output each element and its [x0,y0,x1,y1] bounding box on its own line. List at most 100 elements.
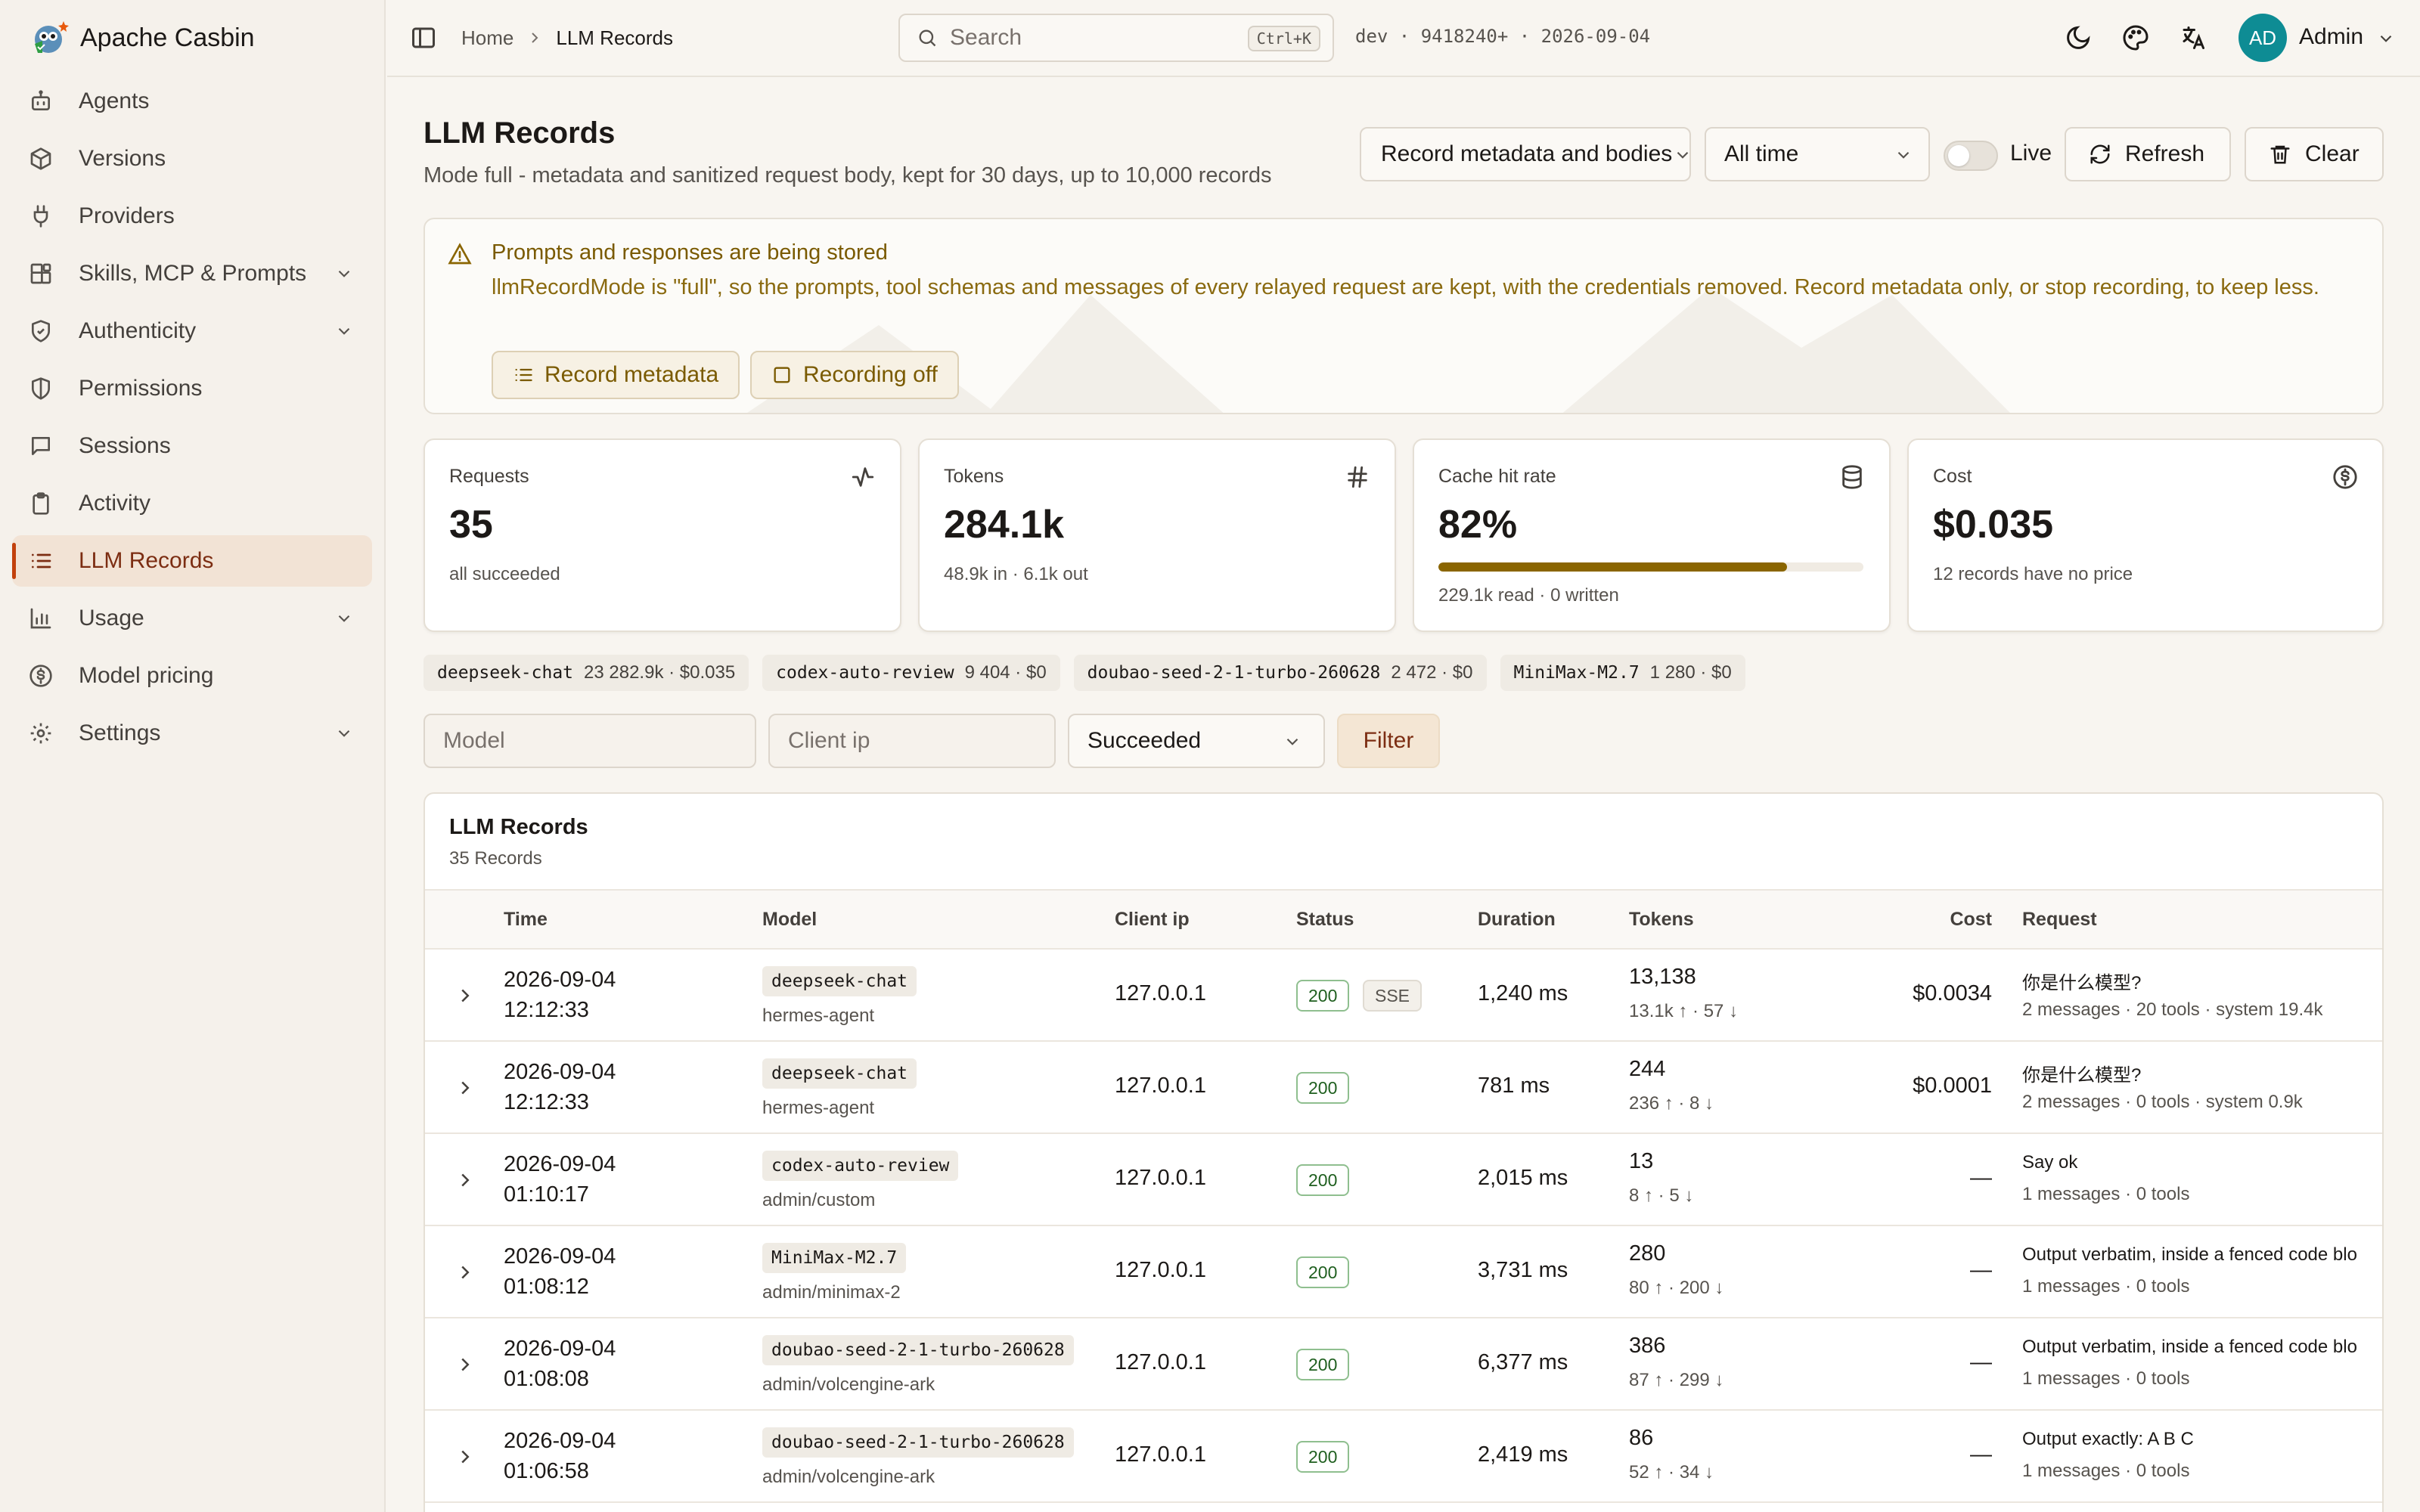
sidebar-item-permissions[interactable]: Permissions [12,363,372,414]
sidebar-item-agents[interactable]: Agents [12,76,372,127]
sidebar-item-sessions[interactable]: Sessions [12,420,372,472]
row-date: 2026-09-04 [504,968,616,992]
column-header-request[interactable]: Request [2022,909,2097,930]
table-row[interactable]: 2026-09-04 12:12:33 deepseek-chat hermes-… [425,950,2382,1042]
chevron-right-icon[interactable] [454,1261,476,1284]
stat-card-cache-hit-rate: Cache hit rate 82% 229.1k read · 0 writt… [1413,438,1891,632]
chevron-right-icon[interactable] [454,1077,476,1099]
status-badge: 200 [1296,1349,1350,1380]
row-model: codex-auto-review [762,1151,959,1181]
chevron-down-icon[interactable] [2376,29,2396,48]
sidebar-item-authenticity[interactable]: Authenticity [12,305,372,357]
status-filter-select[interactable]: Succeeded [1068,714,1325,768]
record-metadata-button[interactable]: Record metadata [492,351,740,399]
row-client-ip: 127.0.0.1 [1115,1350,1206,1374]
column-header-client-ip[interactable]: Client ip [1115,909,1190,930]
row-request-detail: 2 messages · 20 tools · system 19.4k [2022,999,2323,1020]
stat-value: $0.035 [1933,503,2054,547]
row-duration: 1,240 ms [1478,981,1568,1005]
row-tokens: 86 [1629,1426,1654,1450]
column-header-time[interactable]: Time [504,909,548,930]
row-clock: 01:08:08 [504,1367,589,1391]
row-request-detail: 1 messages · 0 tools [2022,1461,2190,1481]
client-ip-filter-input[interactable]: Client ip [768,714,1056,768]
stat-value: 284.1k [944,503,1065,547]
row-date: 2026-09-04 [504,1337,616,1361]
filter-button[interactable]: Filter [1337,714,1440,768]
chevron-right-icon[interactable] [454,984,476,1007]
stat-card-tokens: Tokens 284.1k 48.9k in · 6.1k out [918,438,1396,632]
row-request: Output verbatim, inside a fenced code bl… [2022,1337,2357,1357]
sidebar-item-model-pricing[interactable]: Model pricing [12,650,372,702]
column-header-tokens[interactable]: Tokens [1629,909,1694,930]
sidebar-item-versions[interactable]: Versions [12,133,372,184]
search-placeholder: Search [950,25,1022,50]
table-row[interactable]: 2026-09-04 01:08:12 MiniMax-M2.7 admin/mi… [425,1226,2382,1318]
sidebar-item-activity[interactable]: Activity [12,478,372,529]
row-clock: 01:06:58 [504,1459,589,1483]
table-row[interactable]: 2026-09-04 01:08:08 doubao-seed-2-1-turbo… [425,1318,2382,1411]
table-row[interactable]: 2026-09-04 01:06:58 doubao-seed-2-1-turbo… [425,1411,2382,1503]
sidebar-item-skills[interactable]: Skills, MCP & Prompts [12,248,372,299]
user-name[interactable]: Admin [2299,24,2364,49]
sidebar-item-usage[interactable]: Usage [12,593,372,644]
live-label: Live [2010,141,2052,166]
sidebar-toggle-icon[interactable] [410,24,437,51]
row-request-detail: 1 messages · 0 tools [2022,1368,2190,1389]
table-count: 35 Records [449,848,542,869]
translate-icon[interactable] [2180,24,2207,51]
row-request-detail: 1 messages · 0 tools [2022,1184,2190,1204]
chevron-right-icon[interactable] [454,1445,476,1468]
record-mode-select[interactable]: Record metadata and bodies [1360,127,1691,181]
live-toggle[interactable] [1944,141,1998,171]
breadcrumb-home[interactable]: Home [461,26,514,49]
row-agent: admin/custom [762,1190,876,1210]
model-chip[interactable]: doubao-seed-2-1-turbo-260628 2 472 · $0 [1073,655,1487,691]
column-header-cost[interactable]: Cost [1950,909,1992,930]
sidebar-item-label: Settings [79,720,161,745]
breadcrumb-current: LLM Records [556,26,673,49]
row-request-detail: 1 messages · 0 tools [2022,1276,2190,1297]
time-range-select[interactable]: All time [1705,127,1930,181]
row-model: doubao-seed-2-1-turbo-260628 [762,1335,1074,1365]
chevron-right-icon[interactable] [454,1353,476,1376]
page-title: LLM Records [424,116,616,150]
model-filter-input[interactable]: Model [424,714,756,768]
row-tokens-detail: 13.1k ↑ · 57 ↓ [1629,1001,1739,1021]
model-chip[interactable]: MiniMax-M2.7 1 280 · $0 [1500,655,1745,691]
chevron-right-icon[interactable] [454,1169,476,1191]
chevron-down-icon [1286,738,1298,745]
recording-off-button[interactable]: Recording off [750,351,959,399]
search-input[interactable]: Search Ctrl+K [898,14,1334,62]
sidebar-item-settings[interactable]: Settings [12,708,372,759]
palette-icon[interactable] [2122,24,2149,51]
column-header-duration[interactable]: Duration [1478,909,1556,930]
table-row[interactable]: 2026-09-04 01:10:17 codex-auto-review adm… [425,1134,2382,1226]
sidebar-item-llm-records[interactable]: LLM Records [12,535,372,587]
stat-sub: 229.1k read · 0 written [1438,585,1619,606]
stat-sub: 12 records have no price [1933,564,2133,584]
sidebar: Apache Casbin Agents Versions Providers … [0,0,386,1512]
sidebar-item-label: Permissions [79,376,203,401]
storage-warning-alert: Prompts and responses are being stored l… [424,218,2384,414]
row-tokens-detail: 80 ↑ · 200 ↓ [1629,1278,1724,1298]
row-agent: admin/volcengine-ark [762,1467,935,1487]
moon-icon[interactable] [2065,24,2092,51]
column-header-model[interactable]: Model [762,909,818,930]
avatar[interactable]: AD [2238,14,2287,62]
alert-body: llmRecordMode is "full", so the prompts,… [492,275,2319,299]
time-range-value: All time [1724,141,1799,166]
column-header-status[interactable]: Status [1296,909,1354,930]
model-chip[interactable]: codex-auto-review 9 404 · $0 [762,655,1060,691]
status-badge: 200 [1296,980,1350,1012]
shield-half-icon [27,375,54,402]
refresh-button[interactable]: Refresh [2065,127,2231,181]
brand[interactable]: Apache Casbin [0,0,384,76]
clear-button[interactable]: Clear [2245,127,2384,181]
sidebar-item-providers[interactable]: Providers [12,191,372,242]
model-summary-chips: deepseek-chat 23 282.9k · $0.035 codex-au… [424,655,1759,691]
model-chip[interactable]: deepseek-chat 23 282.9k · $0.035 [424,655,749,691]
casbin-logo [30,18,70,57]
table-row[interactable]: 2026-09-04 12:12:33 deepseek-chat hermes-… [425,1042,2382,1134]
row-date: 2026-09-04 [504,1429,616,1453]
